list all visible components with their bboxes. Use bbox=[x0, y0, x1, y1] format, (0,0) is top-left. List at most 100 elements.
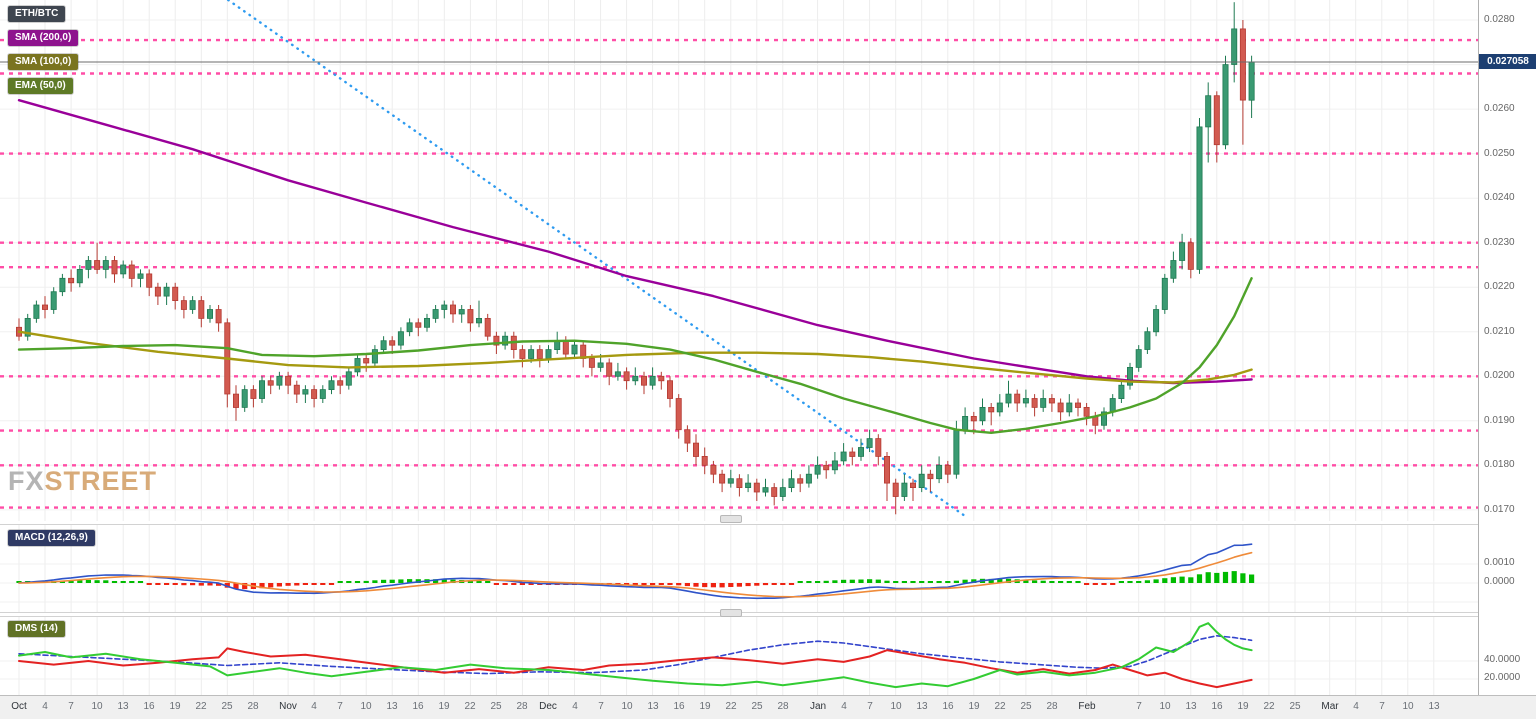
dms-legend-badge[interactable]: DMS (14) bbox=[8, 621, 65, 637]
date-label: 22 bbox=[1263, 701, 1275, 712]
fxstreet-watermark: FXSTREET bbox=[8, 466, 157, 497]
vertical-gridlines bbox=[18, 617, 1435, 695]
macd-histogram bbox=[16, 571, 1255, 590]
watermark-street: STREET bbox=[44, 466, 158, 496]
current-price-badge: 0.027058 bbox=[1479, 54, 1536, 69]
ema50-line bbox=[17, 277, 1253, 434]
month-label: Nov bbox=[279, 701, 297, 712]
panel-splitter-grip[interactable] bbox=[720, 609, 742, 617]
date-label: 10 bbox=[621, 701, 633, 712]
month-label: Oct bbox=[11, 701, 27, 712]
date-label: 28 bbox=[516, 701, 528, 712]
axis-label: 0.0250 bbox=[1484, 148, 1515, 159]
date-label: 13 bbox=[117, 701, 129, 712]
date-label: 22 bbox=[195, 701, 207, 712]
axis-label: 40.0000 bbox=[1484, 654, 1521, 665]
time-axis[interactable]: Oct 4 7 10 13 16 19 22 25 28 Nov 4 7 10 13 16 19 22 25 28 De… bbox=[0, 695, 1536, 719]
macd-line bbox=[18, 543, 1253, 600]
axis-label: 0.0220 bbox=[1484, 281, 1515, 292]
ema50-legend-badge[interactable]: EMA (50,0) bbox=[8, 78, 73, 94]
date-label: 16 bbox=[412, 701, 424, 712]
date-label: 7 bbox=[68, 701, 74, 712]
axis-label: 0.0010 bbox=[1484, 557, 1515, 568]
date-label: 16 bbox=[1211, 701, 1223, 712]
sma100-legend-badge[interactable]: SMA (100,0) bbox=[8, 54, 79, 70]
price-chart-canvas[interactable] bbox=[0, 0, 1478, 521]
date-label: 25 bbox=[221, 701, 233, 712]
month-label: Feb bbox=[1078, 701, 1096, 712]
axis-label: 0.0210 bbox=[1484, 326, 1515, 337]
date-label: 19 bbox=[968, 701, 980, 712]
date-label: 25 bbox=[490, 701, 502, 712]
date-label: 4 bbox=[841, 701, 847, 712]
date-label: 13 bbox=[1428, 701, 1440, 712]
axis-label: 0.0230 bbox=[1484, 237, 1515, 248]
date-label: 25 bbox=[751, 701, 763, 712]
date-label: 13 bbox=[916, 701, 928, 712]
date-label: 10 bbox=[91, 701, 103, 712]
axis-label: 0.0170 bbox=[1484, 504, 1515, 515]
axis-label: 0.0000 bbox=[1484, 576, 1515, 587]
date-label: 28 bbox=[247, 701, 259, 712]
vertical-gridlines bbox=[18, 0, 1435, 521]
date-label: 7 bbox=[1136, 701, 1142, 712]
month-label: Mar bbox=[1321, 701, 1339, 712]
date-label: 10 bbox=[1159, 701, 1171, 712]
date-label: 4 bbox=[572, 701, 578, 712]
date-label: 7 bbox=[867, 701, 873, 712]
vertical-gridlines bbox=[18, 525, 1435, 612]
sma200-legend-badge[interactable]: SMA (200,0) bbox=[8, 30, 79, 46]
axis-label: 0.0260 bbox=[1484, 103, 1515, 114]
date-label: 22 bbox=[994, 701, 1006, 712]
date-label: 4 bbox=[311, 701, 317, 712]
axis-label: 20.0000 bbox=[1484, 672, 1521, 683]
watermark-fx: FX bbox=[8, 466, 45, 496]
macd-indicator-panel[interactable] bbox=[0, 524, 1478, 613]
date-label: 13 bbox=[1185, 701, 1197, 712]
axis-label: 0.0200 bbox=[1484, 370, 1515, 381]
date-label: 25 bbox=[1289, 701, 1301, 712]
dms-indicator-panel[interactable] bbox=[0, 616, 1478, 695]
date-label: 13 bbox=[386, 701, 398, 712]
price-axis[interactable]: 0.027058 0.02800.02700.02600.02500.02400… bbox=[1478, 0, 1536, 695]
date-label: 10 bbox=[360, 701, 372, 712]
support-resistance-lines[interactable] bbox=[0, 38, 1478, 509]
date-label: 16 bbox=[143, 701, 155, 712]
axis-label: 0.0180 bbox=[1484, 459, 1515, 470]
sma100-line bbox=[17, 330, 1253, 384]
date-label: 7 bbox=[337, 701, 343, 712]
dms-canvas[interactable] bbox=[0, 617, 1478, 695]
date-label: 7 bbox=[598, 701, 604, 712]
date-label: 19 bbox=[169, 701, 181, 712]
price-chart-panel[interactable]: FXSTREET bbox=[0, 0, 1478, 521]
date-label: 4 bbox=[42, 701, 48, 712]
date-label: 10 bbox=[1402, 701, 1414, 712]
axis-label: 0.0190 bbox=[1484, 415, 1515, 426]
symbol-badge[interactable]: ETH/BTC bbox=[8, 6, 66, 22]
date-label: 16 bbox=[942, 701, 954, 712]
date-label: 10 bbox=[890, 701, 902, 712]
date-label: 16 bbox=[673, 701, 685, 712]
axis-label: 0.0280 bbox=[1484, 14, 1515, 25]
candlesticks[interactable] bbox=[15, 2, 1255, 515]
date-label: 22 bbox=[725, 701, 737, 712]
descending-trendline[interactable] bbox=[226, 0, 967, 518]
axis-label: 0.0240 bbox=[1484, 192, 1515, 203]
date-label: 25 bbox=[1020, 701, 1032, 712]
date-label: 19 bbox=[438, 701, 450, 712]
macd-signal-line bbox=[18, 551, 1253, 598]
date-label: 19 bbox=[1237, 701, 1249, 712]
panel-splitter-grip[interactable] bbox=[720, 515, 742, 523]
minus-di-line bbox=[18, 647, 1253, 689]
date-label: 13 bbox=[647, 701, 659, 712]
price-gridlines bbox=[0, 19, 1478, 511]
sma200-line bbox=[17, 99, 1253, 385]
date-label: 19 bbox=[699, 701, 711, 712]
month-label: Jan bbox=[809, 701, 827, 712]
macd-legend-badge[interactable]: MACD (12,26,9) bbox=[8, 530, 95, 546]
macd-canvas[interactable] bbox=[0, 525, 1478, 613]
date-label: 7 bbox=[1379, 701, 1385, 712]
adx-line bbox=[18, 635, 1253, 675]
date-label: 28 bbox=[1046, 701, 1058, 712]
